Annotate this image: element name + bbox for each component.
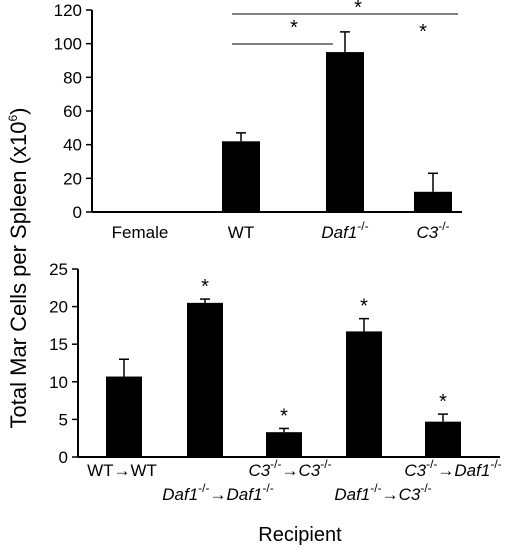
top-y-tick-label: 80: [63, 68, 82, 87]
bottom-y-tick-label: 15: [49, 335, 68, 354]
top-y-tick-label: 40: [63, 136, 82, 155]
bottom-bar: [187, 302, 223, 457]
y-axis-label: Total Mar Cells per Spleen (x106): [6, 108, 31, 429]
bottom-y-tick-label: 25: [49, 260, 68, 279]
bottom-y-tick-label: 20: [49, 298, 68, 317]
top-bar: [121, 211, 159, 212]
top-y-tick-label: 60: [63, 102, 82, 121]
bottom-significance-star: *: [360, 296, 368, 318]
top-bar: [414, 191, 452, 212]
bottom-bar: [425, 421, 461, 457]
bottom-category-label: C3-/-→Daf1-/-: [404, 457, 501, 480]
bottom-category-label: WT→WT: [87, 461, 157, 480]
significance-star: *: [354, 0, 362, 19]
top-category-label: C3-/-: [416, 219, 449, 242]
bottom-bar: [346, 331, 382, 457]
significance-star: *: [290, 17, 298, 39]
bottom-bar: [106, 376, 142, 457]
top-y-tick-label: 100: [54, 35, 82, 54]
top-category-label: Daf1-/-: [321, 219, 368, 242]
top-bar: [222, 141, 260, 212]
bottom-category-label: C3-/-→C3-/-: [248, 457, 331, 480]
bottom-y-tick-label: 5: [59, 410, 68, 429]
x-axis-label: Recipient: [258, 524, 342, 546]
bottom-significance-star: *: [280, 405, 288, 427]
top-y-tick-label: 20: [63, 169, 82, 188]
top-y-tick-label: 120: [54, 1, 82, 20]
bottom-bar: [266, 432, 302, 457]
top-category-label: WT: [228, 223, 254, 242]
significance-star: *: [419, 21, 427, 43]
bottom-significance-star: *: [201, 276, 209, 298]
bottom-y-tick-label: 10: [49, 373, 68, 392]
bottom-category-label: Daf1-/-→Daf1-/-: [162, 481, 274, 504]
bottom-category-label: Daf1-/-→C3-/-: [334, 481, 431, 504]
top-y-tick-label: 0: [73, 203, 82, 222]
bottom-y-tick-label: 0: [59, 448, 68, 467]
bottom-significance-star: *: [439, 391, 447, 413]
top-bar: [326, 52, 364, 213]
bottom-bar-chart: 0510152025****WT→WTDaf1-/-→Daf1-/-C3-/-→…: [49, 260, 502, 504]
top-category-label: Female: [112, 223, 169, 242]
top-bar-chart: 0 20 40 60 80 100 120 Female WT Daf1-/- C3-/- * * *: [54, 0, 462, 242]
